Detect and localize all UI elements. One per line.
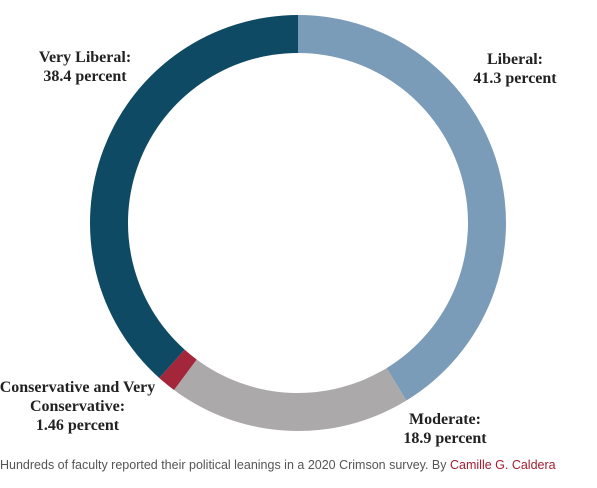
donut-slice	[298, 15, 507, 401]
caption-line: Hundreds of faculty reported their polit…	[0, 458, 597, 472]
value-label: 18.9 percent	[403, 430, 487, 447]
caption: Hundreds of faculty reported their polit…	[0, 458, 447, 472]
donut-slice	[159, 349, 197, 391]
slice-label: Moderate: 18.9 percent	[385, 410, 505, 448]
value-label: 38.4 percent	[43, 68, 127, 85]
donut-slice	[174, 359, 407, 432]
slice-label: Conservative and Very Conservative: 1.46 …	[0, 378, 165, 435]
credit-link[interactable]: Camille G. Caldera	[450, 458, 556, 472]
category-label: Liberal:	[487, 51, 543, 68]
category-label: Moderate:	[409, 411, 481, 428]
value-label: 1.46 percent	[35, 417, 120, 434]
category-label: Conservative and Very Conservative:	[0, 379, 156, 415]
category-label: Very Liberal:	[38, 49, 132, 66]
slice-label: Liberal: 41.3 percent	[455, 50, 575, 88]
value-label: 41.3 percent	[473, 70, 557, 87]
slice-label: Very Liberal: 38.4 percent	[25, 48, 145, 86]
donut-slice	[90, 15, 299, 378]
donut	[90, 15, 507, 432]
